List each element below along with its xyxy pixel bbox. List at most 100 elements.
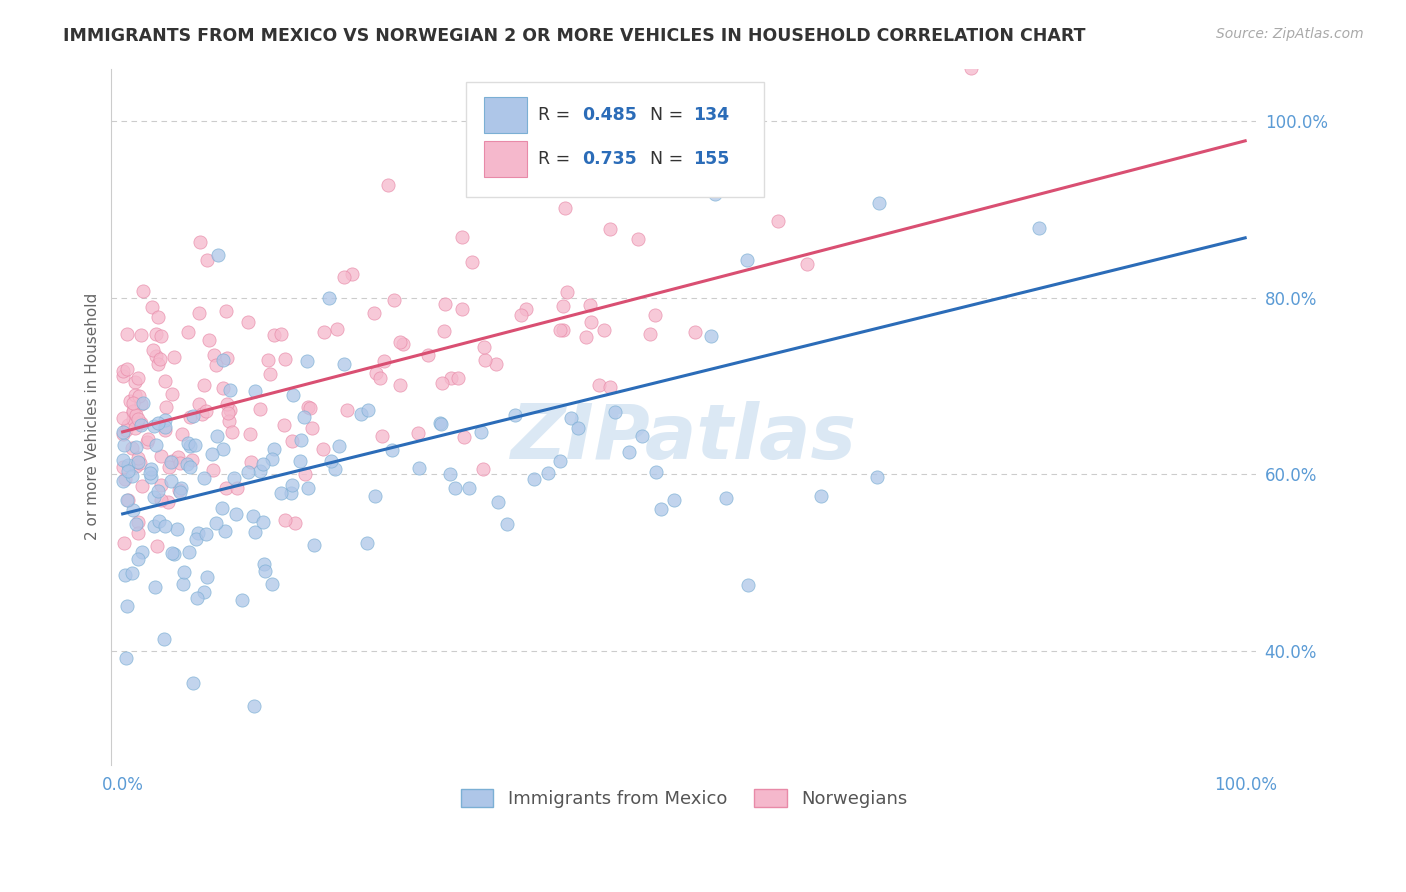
Text: R =: R =	[538, 106, 576, 124]
Point	[191, 407, 214, 421]
Point	[132, 284, 155, 298]
Point	[384, 293, 406, 307]
Point	[121, 566, 143, 581]
Point	[125, 409, 148, 423]
Point	[219, 383, 242, 397]
Point	[207, 248, 229, 262]
Point	[129, 417, 152, 432]
Point	[188, 235, 211, 249]
Point	[197, 570, 219, 584]
Point	[447, 370, 470, 384]
Point	[439, 467, 461, 482]
Point	[127, 516, 149, 530]
Point	[212, 353, 235, 368]
Point	[599, 380, 621, 394]
Point	[142, 518, 165, 533]
Point	[263, 442, 285, 457]
Point	[218, 414, 240, 428]
Point	[195, 527, 218, 541]
Point	[159, 455, 181, 469]
Point	[153, 423, 176, 437]
Point	[197, 333, 219, 347]
Point	[472, 340, 495, 354]
Point	[160, 386, 183, 401]
Point	[503, 408, 526, 422]
Point	[249, 402, 271, 417]
Point	[486, 495, 509, 509]
Point	[111, 474, 134, 488]
Point	[281, 477, 304, 491]
Point	[146, 483, 169, 498]
Point	[121, 469, 143, 483]
Point	[290, 433, 312, 447]
Point	[156, 495, 179, 509]
Point	[304, 538, 326, 552]
Point	[225, 508, 247, 522]
Point	[252, 515, 274, 529]
Text: 155: 155	[693, 150, 730, 168]
Point	[429, 416, 451, 430]
Point	[135, 435, 157, 450]
Point	[155, 400, 177, 414]
Point	[163, 351, 186, 365]
Point	[166, 450, 188, 464]
Point	[117, 361, 139, 376]
Point	[297, 400, 319, 414]
Point	[631, 429, 654, 443]
Point	[295, 354, 318, 368]
Point	[263, 328, 285, 343]
Point	[160, 454, 183, 468]
Point	[153, 412, 176, 426]
Point	[148, 514, 170, 528]
Point	[146, 310, 169, 324]
Point	[143, 491, 166, 505]
Point	[290, 454, 312, 468]
Point	[181, 453, 204, 467]
Point	[217, 351, 239, 365]
Point	[127, 412, 149, 426]
Point	[260, 576, 283, 591]
Point	[523, 472, 546, 486]
Point	[215, 303, 238, 318]
Point	[593, 323, 616, 337]
Point	[111, 460, 134, 475]
Point	[605, 405, 627, 419]
Point	[169, 456, 191, 470]
FancyBboxPatch shape	[484, 97, 527, 133]
Point	[122, 404, 145, 418]
Point	[249, 464, 271, 478]
Point	[111, 425, 134, 440]
Point	[155, 374, 177, 388]
Point	[328, 439, 350, 453]
Point	[143, 580, 166, 594]
Point	[254, 564, 277, 578]
Point	[127, 455, 149, 469]
Point	[350, 407, 373, 421]
Point	[664, 493, 686, 508]
Point	[129, 397, 152, 411]
Point	[131, 545, 153, 559]
Point	[177, 325, 200, 339]
Point	[205, 428, 228, 442]
Point	[381, 442, 404, 457]
Point	[112, 453, 135, 467]
Point	[122, 411, 145, 425]
Point	[599, 222, 621, 236]
Point	[211, 500, 233, 515]
Point	[336, 403, 359, 417]
Point	[184, 437, 207, 451]
Point	[125, 440, 148, 454]
Point	[257, 352, 280, 367]
Point	[253, 558, 276, 572]
Point	[201, 447, 224, 461]
Point	[433, 297, 456, 311]
Text: R =: R =	[538, 150, 576, 168]
Point	[142, 343, 165, 357]
Text: N =: N =	[640, 150, 689, 168]
Point	[388, 335, 411, 350]
Point	[115, 423, 138, 437]
Point	[292, 410, 315, 425]
Point	[323, 462, 346, 476]
Point	[111, 410, 134, 425]
Point	[160, 474, 183, 488]
